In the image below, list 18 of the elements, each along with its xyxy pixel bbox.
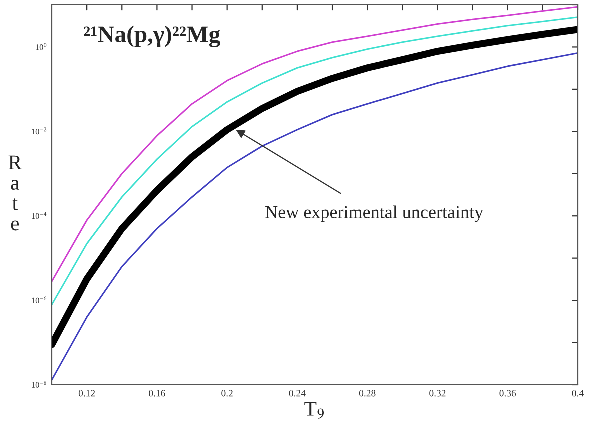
x-tick-label: 0.12 [78,390,96,397]
x-tick-label: 0.32 [430,390,446,397]
x-tick-label: 0.28 [359,390,376,397]
text: ²¹Na(p,γ)²²Mg [84,26,220,48]
x-axis-title: T$_{9}$ [304,402,324,419]
x-tick-label: 0.36 [500,390,516,397]
y-tick-label: 10$^{−6}$ [32,296,47,304]
x-tick-label: 0.2 [222,390,233,397]
y-tick-label: 10$^{−4}$ [32,212,47,220]
annotation: New experimental uncertainty [266,206,484,222]
y-tick-label: 10$^{−2}$ [32,128,47,135]
line-series [52,52,578,381]
y-axis-title: Rate [8,156,22,231]
y-tick-label: 10$^{−8}$ [32,380,46,388]
x-tick-label: 0.24 [289,390,306,397]
x-tick-label: 0.16 [149,390,166,397]
y-tick-label: 10$^{0}$ [36,43,47,50]
x-tick-label: 0.4 [572,390,584,397]
